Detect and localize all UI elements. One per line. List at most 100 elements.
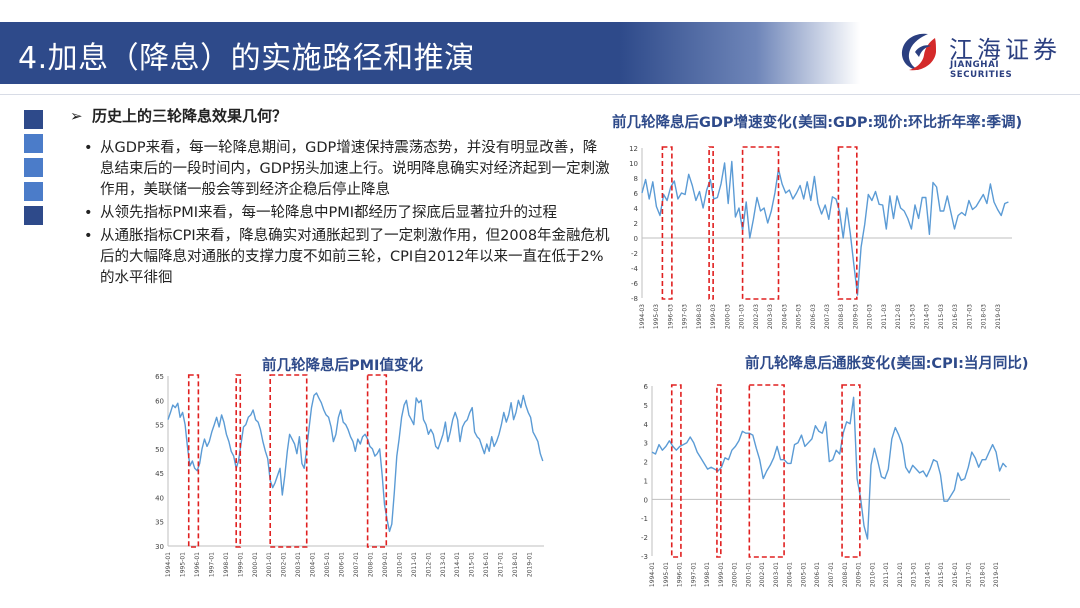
company-logo: 江海证券 JIANGHAI SECURITIES: [893, 24, 1063, 80]
rate-cut-highlight: [269, 374, 308, 548]
x-tick-label: 2015-01: [469, 552, 476, 577]
arrow-icon: ➢: [70, 107, 83, 125]
y-tick-label: 10: [629, 160, 638, 168]
x-tick-label: 2013-01: [440, 552, 447, 577]
side-square: [24, 158, 43, 177]
x-tick-label: 1999-01: [718, 562, 725, 587]
x-tick-label: 2011-03: [881, 304, 888, 329]
x-tick-label: 1994-01: [649, 562, 656, 587]
x-tick-label: 2019-01: [527, 552, 534, 577]
series-line: [651, 396, 1008, 540]
x-tick-label: 2016-01: [483, 552, 490, 577]
y-tick-label: 3: [644, 440, 648, 448]
bullet-text: 从通胀指标CPI来看，降息确实对通胀起到了一定刺激作用，但2008年金融危机后的…: [100, 228, 610, 286]
rate-cut-highlight: [841, 384, 861, 558]
x-tick-label: 2016-03: [952, 304, 959, 329]
cpi-chart: -3 -2 -1 0 1 2 3 4 5 6 1994-01 1995-01 1996-01 1997-0…: [641, 383, 1010, 587]
x-tick-label: 2006-01: [814, 562, 821, 587]
x-tick-label: 2005-01: [324, 552, 331, 577]
rate-cut-highlight: [187, 374, 200, 548]
x-tick-label: 1996-01: [677, 562, 684, 587]
y-tick-label: 40: [155, 494, 164, 502]
x-tick-label: 1997-01: [208, 552, 215, 577]
question-text: 历史上的三轮降息效果几何？: [92, 107, 288, 125]
x-tick-label: 2012-03: [895, 304, 902, 329]
rate-cut-highlight: [661, 146, 673, 300]
y-tick-label: 2: [634, 220, 638, 228]
pmi-chart: 30 35 40 45 50 55 60 65 1994-01 1995-01 1996-01 199…: [155, 373, 544, 577]
bullet-item: • 从通胀指标CPI来看，降息确实对通胀起到了一定刺激作用，但2008年金融危机…: [70, 226, 610, 289]
y-tick-label: 5: [644, 402, 648, 410]
bullet-icon: •: [84, 205, 93, 221]
x-tick-label: 2001-03: [739, 304, 746, 329]
rate-cut-highlight: [716, 384, 722, 558]
series-line: [641, 160, 1009, 296]
bullet-icon: •: [84, 228, 93, 244]
y-tick-label: 55: [155, 422, 164, 430]
side-square: [24, 134, 43, 153]
x-tick-label: 2001-01: [745, 562, 752, 587]
x-tick-label: 1994-01: [165, 552, 172, 577]
y-tick-label: -8: [631, 295, 638, 303]
y-tick-label: 6: [644, 383, 649, 391]
x-tick-label: 2007-01: [828, 562, 835, 587]
x-tick-label: 2019-03: [995, 304, 1002, 329]
x-tick-label: 2003-01: [295, 552, 302, 577]
side-square: [24, 206, 43, 225]
bullet-item: • 从领先指标PMI来看，每一轮降息中PMI都经历了探底后显著拉升的过程: [70, 203, 610, 224]
x-tick-label: 2000-01: [252, 552, 259, 577]
x-tick-label: 2013-03: [909, 304, 916, 329]
y-tick-label: -4: [631, 265, 639, 273]
x-tick-label: 2014-01: [924, 562, 931, 587]
jianghai-logo-icon: [901, 33, 936, 71]
cpi-chart-title: 前几轮降息后通胀变化(美国:CPI:当月同比): [745, 356, 1029, 372]
x-tick-label: 2009-01: [856, 562, 863, 587]
x-tick-label: 2008-01: [367, 552, 374, 577]
bullet-text: 从领先指标PMI来看，每一轮降息中PMI都经历了探底后显著拉升的过程: [100, 205, 558, 221]
x-tick-label: 2003-01: [773, 562, 780, 587]
y-tick-label: 0: [644, 496, 648, 504]
x-tick-label: 2001-01: [266, 552, 273, 577]
x-tick-label: 2006-01: [339, 552, 346, 577]
rate-cut-highlight: [708, 146, 714, 300]
rate-cut-highlight: [670, 384, 682, 558]
section-question: ➢ 历史上的三轮降息效果几何？: [70, 106, 610, 127]
x-tick-label: 2018-03: [981, 304, 988, 329]
x-tick-label: 1996-03: [667, 304, 674, 329]
x-tick-label: 2017-01: [498, 552, 505, 577]
x-tick-label: 2017-01: [966, 562, 973, 587]
x-tick-label: 2000-01: [732, 562, 739, 587]
y-tick-label: 35: [155, 519, 164, 527]
x-tick-label: 2004-01: [310, 552, 317, 577]
page-title: 4.加息（降息）的实施路径和推演: [18, 41, 475, 76]
y-tick-label: 0: [634, 235, 638, 243]
x-tick-label: 2010-01: [869, 562, 876, 587]
x-tick-label: 1994-03: [639, 304, 646, 329]
rate-cut-highlight: [366, 374, 388, 548]
x-tick-label: 1999-03: [710, 304, 717, 329]
x-tick-label: 2004-01: [787, 562, 794, 587]
y-tick-label: 2: [644, 459, 648, 467]
x-tick-label: 2010-01: [396, 552, 403, 577]
logo-text-cn: 江海证券: [949, 36, 1061, 64]
x-tick-label: 1998-03: [696, 304, 703, 329]
x-tick-label: 2003-03: [767, 304, 774, 329]
x-tick-label: 1997-01: [690, 562, 697, 587]
y-tick-label: -2: [631, 250, 638, 258]
x-tick-label: 2000-03: [724, 304, 731, 329]
y-tick-label: -1: [641, 515, 648, 523]
x-tick-label: 2002-03: [753, 304, 760, 329]
divider: [0, 94, 1080, 95]
x-tick-label: 1995-01: [179, 552, 186, 577]
x-tick-label: 2012-01: [425, 552, 432, 577]
x-tick-label: 2004-03: [781, 304, 788, 329]
x-tick-label: 2007-03: [824, 304, 831, 329]
x-tick-label: 2002-01: [281, 552, 288, 577]
x-tick-label: 1996-01: [194, 552, 201, 577]
x-tick-label: 1998-01: [704, 562, 711, 587]
gdp-chart-title: 前几轮降息后GDP增速变化(美国:GDP:现价:环比折年率:季调): [612, 115, 1023, 131]
x-tick-label: 2012-01: [897, 562, 904, 587]
x-tick-label: 2002-01: [759, 562, 766, 587]
x-tick-label: 2009-01: [382, 552, 389, 577]
title-bar: [0, 22, 860, 84]
